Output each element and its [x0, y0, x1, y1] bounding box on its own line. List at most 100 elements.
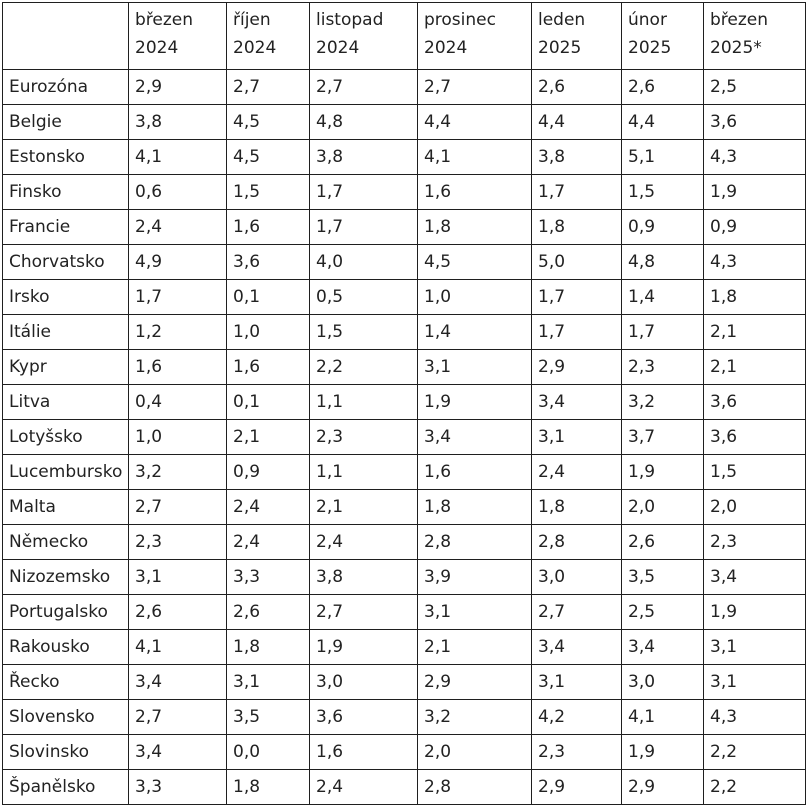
- country-cell: Francie: [2, 209, 129, 245]
- country-cell: Belgie: [2, 104, 129, 140]
- value-cell: 2,1: [703, 349, 806, 385]
- column-header-year: 2025: [628, 38, 672, 58]
- value-cell: 2,5: [703, 69, 806, 105]
- value-cell: 3,1: [417, 594, 532, 630]
- country-cell: Lucembursko: [2, 454, 129, 490]
- country-cell: Litva: [2, 384, 129, 420]
- table-body: Eurozóna 2,9 2,7 2,7 2,7 2,6 2,6 2,5 Belgie 3,8 4,…: [2, 69, 806, 805]
- country-cell: Chorvatsko: [2, 244, 129, 280]
- value-cell: 4,0: [309, 244, 418, 280]
- value-cell: 2,4: [128, 209, 227, 245]
- value-cell: 3,2: [128, 454, 227, 490]
- value-cell: 1,9: [309, 629, 418, 665]
- column-header-month: prosinec: [424, 10, 496, 30]
- value-cell: 3,5: [226, 699, 310, 735]
- value-cell: 4,1: [128, 139, 227, 175]
- column-header-year: 2024: [233, 38, 277, 58]
- value-cell: 2,9: [621, 769, 704, 805]
- value-cell: 3,3: [226, 559, 310, 595]
- country-cell: Finsko: [2, 174, 129, 210]
- value-cell: 4,4: [531, 104, 622, 140]
- value-cell: 3,4: [621, 629, 704, 665]
- value-cell: 4,4: [621, 104, 704, 140]
- column-header-month: listopad: [316, 10, 384, 30]
- table-row: Irsko 1,7 0,1 0,5 1,0 1,7 1,4 1,8: [2, 279, 806, 315]
- value-cell: 1,9: [703, 174, 806, 210]
- value-cell: 3,6: [226, 244, 310, 280]
- value-cell: 1,7: [621, 314, 704, 350]
- value-cell: 3,1: [703, 664, 806, 700]
- country-cell: Rakousko: [2, 629, 129, 665]
- value-cell: 1,6: [417, 174, 532, 210]
- value-cell: 1,9: [621, 454, 704, 490]
- country-cell: Lotyšsko: [2, 419, 129, 455]
- table-row: Itálie 1,2 1,0 1,5 1,4 1,7 1,7 2,1: [2, 314, 806, 350]
- value-cell: 2,9: [531, 769, 622, 805]
- value-cell: 0,9: [226, 454, 310, 490]
- value-cell: 1,6: [226, 209, 310, 245]
- column-header-month: leden: [538, 10, 586, 30]
- value-cell: 1,7: [128, 279, 227, 315]
- value-cell: 1,7: [531, 314, 622, 350]
- value-cell: 2,4: [226, 524, 310, 560]
- table-row: Malta 2,7 2,4 2,1 1,8 1,8 2,0 2,0: [2, 489, 806, 525]
- value-cell: 4,3: [703, 699, 806, 735]
- table-row: Rakousko 4,1 1,8 1,9 2,1 3,4 3,4 3,1: [2, 629, 806, 665]
- value-cell: 3,0: [309, 664, 418, 700]
- column-header-month: březen: [135, 10, 194, 30]
- value-cell: 3,8: [128, 104, 227, 140]
- value-cell: 3,4: [128, 664, 227, 700]
- value-cell: 1,9: [703, 594, 806, 630]
- value-cell: 3,4: [531, 384, 622, 420]
- value-cell: 3,4: [531, 629, 622, 665]
- header-corner-cell: [2, 2, 129, 70]
- table-row: Belgie 3,8 4,5 4,8 4,4 4,4 4,4 3,6: [2, 104, 806, 140]
- value-cell: 5,1: [621, 139, 704, 175]
- value-cell: 3,4: [417, 419, 532, 455]
- value-cell: 2,3: [621, 349, 704, 385]
- value-cell: 2,5: [621, 594, 704, 630]
- value-cell: 4,4: [417, 104, 532, 140]
- value-cell: 0,0: [226, 734, 310, 770]
- value-cell: 3,6: [703, 419, 806, 455]
- value-cell: 1,8: [531, 209, 622, 245]
- value-cell: 3,5: [621, 559, 704, 595]
- value-cell: 3,1: [531, 419, 622, 455]
- value-cell: 2,2: [309, 349, 418, 385]
- column-header-year: 2025*: [710, 38, 762, 58]
- table-row: Finsko 0,6 1,5 1,7 1,6 1,7 1,5 1,9: [2, 174, 806, 210]
- value-cell: 2,4: [309, 769, 418, 805]
- value-cell: 2,9: [531, 349, 622, 385]
- column-header-year: 2024: [424, 38, 468, 58]
- value-cell: 3,6: [703, 384, 806, 420]
- value-cell: 4,3: [703, 244, 806, 280]
- table-row: Portugalsko 2,6 2,6 2,7 3,1 2,7 2,5 1,9: [2, 594, 806, 630]
- value-cell: 2,7: [417, 69, 532, 105]
- column-header: březen 2025*: [703, 2, 806, 70]
- value-cell: 2,9: [417, 664, 532, 700]
- value-cell: 3,1: [226, 664, 310, 700]
- value-cell: 1,6: [226, 349, 310, 385]
- value-cell: 1,8: [703, 279, 806, 315]
- value-cell: 1,4: [417, 314, 532, 350]
- value-cell: 4,1: [417, 139, 532, 175]
- table-row: Eurozóna 2,9 2,7 2,7 2,7 2,6 2,6 2,5: [2, 69, 806, 105]
- value-cell: 1,8: [226, 769, 310, 805]
- value-cell: 1,7: [309, 209, 418, 245]
- value-cell: 4,1: [621, 699, 704, 735]
- column-header: březen 2024: [128, 2, 227, 70]
- table-row: Španělsko 3,3 1,8 2,4 2,8 2,9 2,9 2,2: [2, 769, 806, 805]
- country-cell: Německo: [2, 524, 129, 560]
- value-cell: 2,6: [621, 524, 704, 560]
- value-cell: 1,9: [417, 384, 532, 420]
- country-cell: Kypr: [2, 349, 129, 385]
- column-header-year: 2024: [316, 38, 360, 58]
- table-row: Kypr 1,6 1,6 2,2 3,1 2,9 2,3 2,1: [2, 349, 806, 385]
- value-cell: 2,8: [417, 769, 532, 805]
- country-cell: Slovinsko: [2, 734, 129, 770]
- value-cell: 1,6: [309, 734, 418, 770]
- value-cell: 2,7: [531, 594, 622, 630]
- value-cell: 0,4: [128, 384, 227, 420]
- column-header: prosinec 2024: [417, 2, 532, 70]
